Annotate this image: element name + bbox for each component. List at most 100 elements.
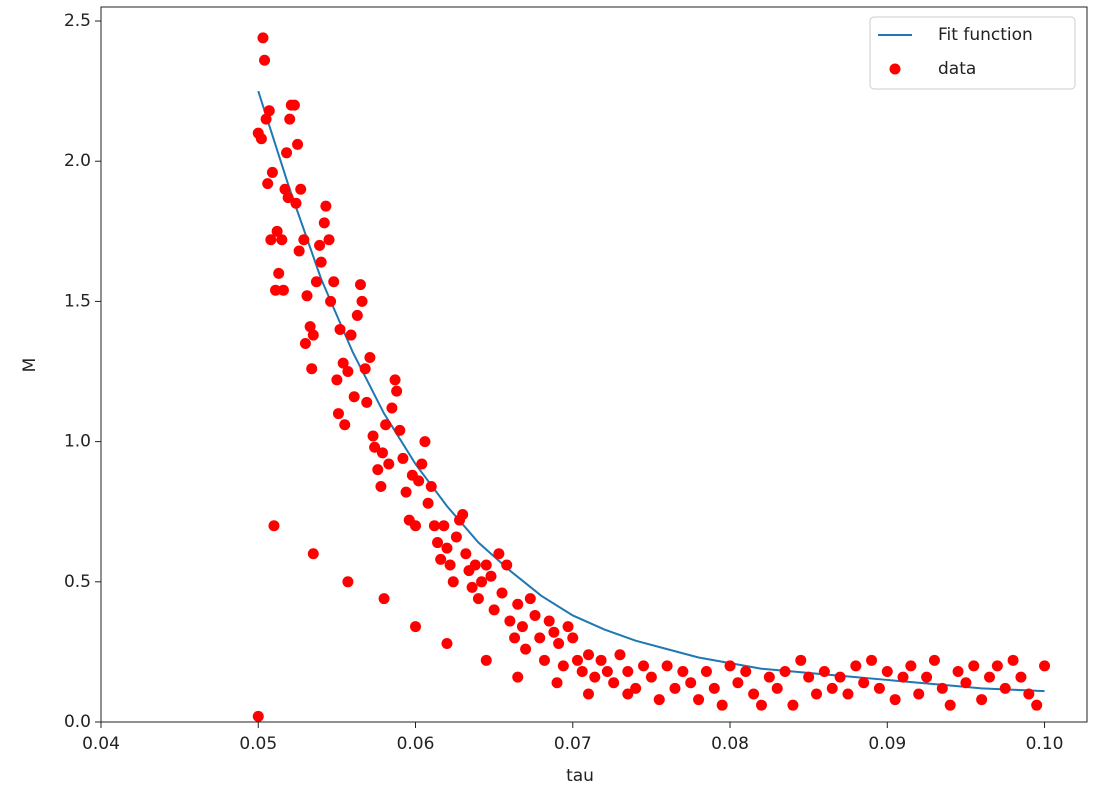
data-point <box>372 464 384 476</box>
data-point <box>543 615 555 627</box>
y-tick-label: 1.0 <box>64 432 91 452</box>
data-point <box>310 276 322 288</box>
data-point <box>700 666 712 678</box>
data-point <box>622 688 634 700</box>
data-point <box>968 660 980 672</box>
data-point <box>460 548 472 560</box>
data-point <box>960 677 972 689</box>
data-point <box>332 408 344 420</box>
data-point <box>622 666 634 678</box>
data-point <box>255 133 267 145</box>
data-point <box>512 671 524 683</box>
data-point <box>630 682 642 694</box>
data-point <box>364 351 376 363</box>
data-point <box>480 559 492 571</box>
data-point <box>410 621 422 633</box>
data-point <box>1007 654 1019 666</box>
data-point <box>299 337 311 349</box>
data-point <box>315 256 327 268</box>
data-point <box>512 598 524 610</box>
data-point <box>866 654 878 666</box>
data-point <box>803 671 815 683</box>
data-point <box>952 666 964 678</box>
data-point <box>416 458 428 470</box>
data-point <box>438 520 450 532</box>
data-point <box>389 374 401 386</box>
legend-box <box>869 16 1076 90</box>
data-point <box>394 424 406 436</box>
data-point <box>763 671 775 683</box>
data-point <box>858 677 870 689</box>
data-point <box>534 632 546 644</box>
data-point <box>268 520 280 532</box>
x-tick-label: 0.10 <box>1026 734 1064 754</box>
data-point <box>301 290 313 302</box>
data-point <box>457 509 469 521</box>
data-point <box>444 559 456 571</box>
data-point <box>325 295 337 307</box>
data-point <box>397 452 409 464</box>
data-point <box>771 682 783 694</box>
data-point <box>447 576 459 588</box>
data-point <box>328 276 340 288</box>
data-point <box>271 225 283 237</box>
data-point <box>307 329 319 341</box>
data-point <box>595 654 607 666</box>
data-point <box>262 178 274 190</box>
data-point <box>693 694 705 706</box>
data-point <box>476 576 488 588</box>
data-point <box>298 234 310 246</box>
data-point <box>485 570 497 582</box>
data-point <box>252 710 264 722</box>
data-point <box>501 559 513 571</box>
y-tick-label: 2.5 <box>64 11 91 31</box>
data-point <box>787 699 799 711</box>
data-point <box>391 385 403 397</box>
data-point <box>834 671 846 683</box>
data-point <box>419 436 431 448</box>
data-point <box>755 699 767 711</box>
data-point <box>367 430 379 442</box>
data-point <box>1039 660 1051 672</box>
data-point <box>410 520 422 532</box>
data-point <box>380 419 392 431</box>
data-point <box>661 660 673 672</box>
data-point <box>288 99 300 111</box>
data-point <box>339 419 351 431</box>
data-point <box>277 284 289 296</box>
data-point <box>582 688 594 700</box>
data-point <box>1015 671 1027 683</box>
data-point <box>562 621 574 633</box>
data-point <box>897 671 909 683</box>
data-point <box>496 587 508 599</box>
data-point <box>432 537 444 549</box>
data-point <box>359 363 371 375</box>
data-point <box>811 688 823 700</box>
data-point <box>976 694 988 706</box>
data-point <box>376 447 388 459</box>
data-point <box>614 649 626 661</box>
data-point <box>724 660 736 672</box>
y-tick-label: 0.0 <box>64 712 91 732</box>
data-point <box>342 576 354 588</box>
data-point <box>921 671 933 683</box>
data-point <box>576 666 588 678</box>
data-point <box>422 497 434 509</box>
data-point <box>307 548 319 560</box>
data-point <box>818 666 830 678</box>
data-point <box>334 323 346 335</box>
data-point <box>375 480 387 492</box>
data-point <box>266 166 278 178</box>
data-point <box>677 666 689 678</box>
data-point <box>337 357 349 369</box>
data-point <box>984 671 996 683</box>
data-point <box>281 147 293 159</box>
data-point <box>435 553 447 565</box>
data-point <box>450 531 462 543</box>
data-point <box>472 593 484 605</box>
data-point <box>284 113 296 125</box>
data-point <box>826 682 838 694</box>
data-point <box>520 643 532 655</box>
data-point <box>873 682 885 694</box>
